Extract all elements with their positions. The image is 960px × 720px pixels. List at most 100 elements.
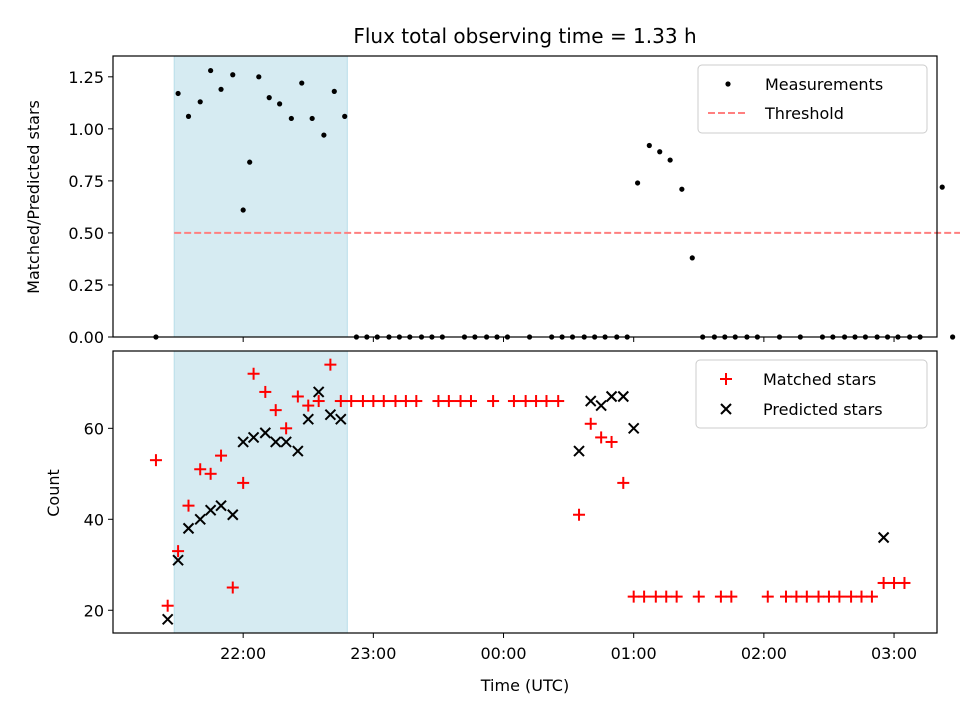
legend-predicted-label: Predicted stars — [763, 400, 883, 419]
y-tick-label: 0.75 — [68, 172, 104, 191]
matched-star-point — [247, 367, 260, 380]
measurement-point — [208, 67, 214, 74]
matched-star-point — [172, 545, 185, 558]
measurement-point — [342, 113, 348, 119]
predicted-star-point — [595, 399, 607, 412]
matched-star-point — [161, 599, 174, 612]
predicted-star-point — [247, 431, 260, 444]
predicted-star-point — [324, 408, 337, 421]
predicted-star-point — [237, 436, 249, 448]
matched-star-point — [670, 590, 683, 603]
bottom-x-ticks: 22:00 23:00 00:00 01:00 02:00 03:00 — [220, 633, 917, 663]
matched-star-point — [410, 395, 423, 408]
bottom-legend: Matched stars Predicted stars — [695, 359, 928, 429]
bottom-axes-frame — [112, 350, 938, 634]
predicted-star-point — [280, 436, 292, 448]
measurement-point — [679, 186, 685, 192]
matched-star-point — [487, 395, 500, 408]
chart-title: Flux total observing time = 1.33 h — [353, 24, 696, 48]
predicted-star-point — [302, 413, 314, 425]
matched-star-point — [194, 463, 207, 476]
predicted-star-point — [227, 509, 239, 521]
predicted-star-point — [617, 390, 629, 403]
predicted-star-point — [259, 427, 272, 439]
matched-star-point — [226, 581, 239, 594]
legend-measurements-marker — [725, 81, 731, 87]
matched-star-point — [507, 395, 520, 408]
matched-star-point — [877, 576, 890, 589]
measurement-point — [309, 115, 315, 122]
matched-star-point — [367, 395, 380, 408]
y-tick-label: 1.00 — [68, 120, 104, 139]
top-legend: Measurements Threshold — [697, 64, 928, 134]
matched-star-point — [345, 395, 358, 408]
matched-star-point — [519, 395, 532, 408]
matched-star-point — [714, 590, 727, 603]
measurement-point — [331, 88, 337, 94]
measurement-point — [950, 334, 956, 340]
top-y-ticks: 0.00 0.25 0.50 0.75 1.00 1.25 — [68, 68, 113, 347]
x-tick-label: 03:00 — [871, 644, 917, 663]
matched-star-point — [149, 454, 162, 467]
matched-star-point — [442, 395, 455, 408]
matched-star-point — [291, 390, 304, 403]
measurement-point — [288, 115, 294, 122]
matched-star-point — [800, 590, 813, 603]
matched-star-point — [215, 449, 228, 462]
legend-measurements-label: Measurements — [765, 75, 883, 94]
matched-star-point — [312, 395, 325, 408]
measurement-point — [240, 207, 246, 213]
matched-star-point — [692, 590, 705, 603]
y-tick-label: 40 — [84, 510, 104, 529]
predicted-star-point — [585, 395, 597, 407]
matched-star-point — [432, 395, 445, 408]
matched-star-point — [530, 395, 543, 408]
x-tick-label: 00:00 — [480, 644, 526, 663]
top-x-ticks — [242, 337, 895, 342]
y-tick-label: 20 — [84, 601, 104, 620]
matched-star-point — [269, 404, 282, 417]
predicted-star-point — [215, 499, 227, 512]
matched-star-point — [259, 385, 272, 398]
bottom-panel: 20 40 60 22:00 23:00 00:00 01:00 02:00 03:00 Co… — [44, 350, 938, 695]
x-tick-label: 23:00 — [350, 644, 396, 663]
top-y-axis-label: Matched/Predicted stars — [24, 100, 43, 294]
x-tick-label: 01:00 — [611, 644, 657, 663]
measurement-point — [247, 159, 253, 165]
matched-star-point — [898, 576, 911, 589]
matched-star-point — [638, 590, 651, 603]
legend-matched-label: Matched stars — [763, 370, 876, 389]
legend-predicted-marker — [720, 403, 732, 415]
x-tick-label: 22:00 — [220, 644, 266, 663]
matched-star-point — [790, 590, 803, 603]
matched-star-point — [595, 431, 608, 444]
matched-star-point — [649, 590, 662, 603]
matched-star-point — [377, 395, 390, 408]
matched-star-point — [761, 590, 774, 603]
measurement-point — [185, 113, 192, 119]
predicted-star-point — [204, 504, 217, 516]
matched-star-point — [324, 358, 337, 371]
top-shaded-span — [173, 55, 348, 338]
matched-star-point — [280, 422, 293, 435]
matched-star-point — [845, 590, 858, 603]
measurement-point — [175, 90, 181, 97]
measurement-point — [299, 80, 305, 86]
y-tick-label: 1.25 — [68, 68, 104, 87]
predicted-star-point — [161, 613, 174, 626]
matched-star-point — [356, 395, 369, 408]
top-panel: 0.00 0.25 0.50 0.75 1.00 1.25 Matched/Predict… — [24, 55, 960, 347]
matched-star-point — [389, 395, 402, 408]
matched-star-point — [464, 395, 477, 408]
predicted-star-point — [335, 413, 347, 425]
matched-star-point — [204, 467, 217, 480]
bottom-y-ticks: 20 40 60 — [84, 419, 113, 620]
matched-star-point — [540, 395, 553, 408]
y-tick-label: 0.25 — [68, 276, 104, 295]
measurement-point — [646, 142, 652, 149]
matched-star-point — [812, 590, 825, 603]
matched-star-point — [865, 590, 878, 603]
matched-star-point — [399, 395, 412, 408]
